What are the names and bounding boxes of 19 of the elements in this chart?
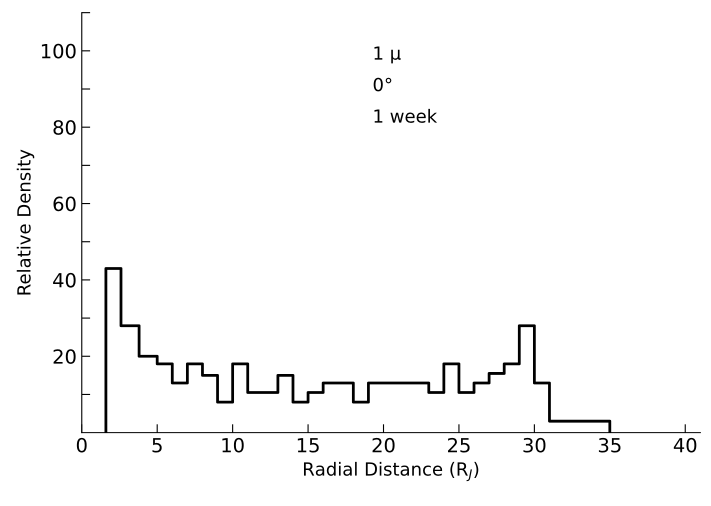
- y-tick-label: 60: [54, 196, 76, 212]
- x-tick-label: 0: [76, 438, 87, 453]
- x-tick-label: 40: [674, 438, 696, 453]
- x-tick-label: 30: [523, 438, 546, 453]
- y-axis-title: Relative Density: [16, 150, 34, 294]
- y-tick-label: 100: [42, 44, 76, 58]
- x-tick-label: 10: [222, 438, 244, 453]
- annotation: 1 μ: [374, 46, 401, 64]
- y-tick-label: 20: [54, 349, 76, 364]
- x-tick-label: 35: [598, 438, 620, 453]
- y-tick-label: 40: [53, 272, 76, 288]
- x-tick-label: 15: [298, 438, 319, 453]
- annotation: 0°: [374, 78, 392, 92]
- x-axis-title: Radial Distance (R$_{J}$): [304, 462, 478, 482]
- y-tick-label: 80: [53, 120, 76, 135]
- x-tick-label: 20: [372, 438, 395, 453]
- x-tick-label: 25: [448, 438, 470, 453]
- annotation: 1 week: [374, 108, 438, 123]
- x-tick-label: 5: [152, 438, 162, 453]
